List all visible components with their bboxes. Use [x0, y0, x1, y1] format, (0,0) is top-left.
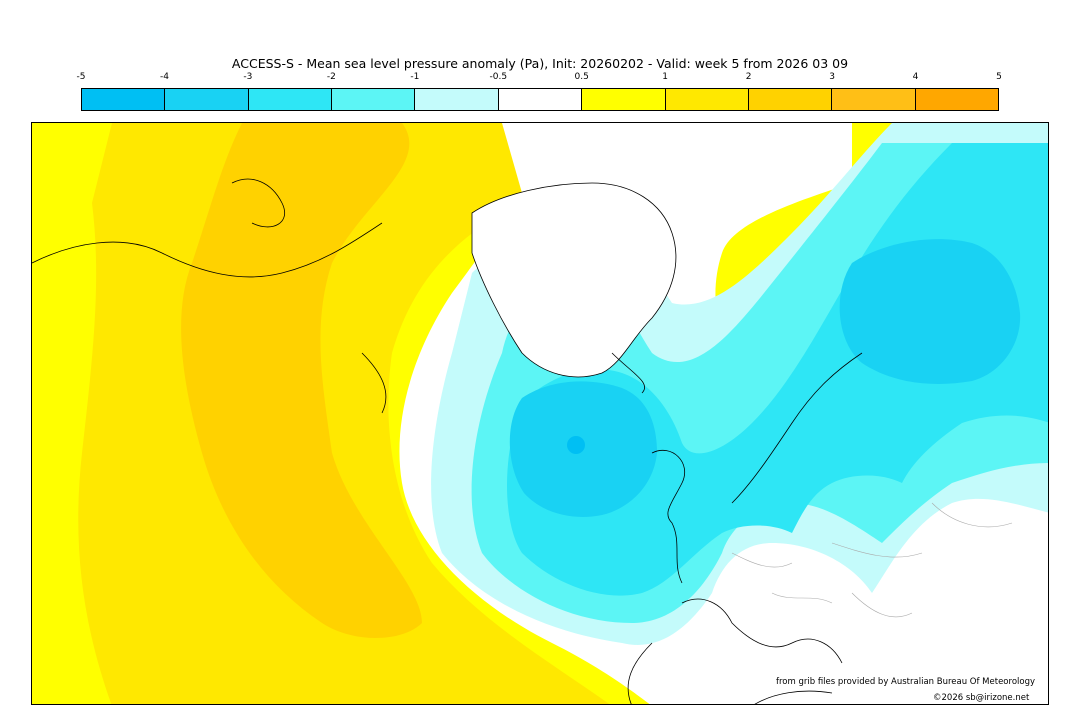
- map-canvas: [32, 123, 1048, 704]
- colorbar-tick-labels: -5 -4 -3 -2 -1 -0.5 0.5 1 2 3 4 5: [77, 72, 1002, 84]
- colorbar-segment: [582, 89, 666, 110]
- colorbar-segment: [832, 89, 916, 110]
- colorbar-segment: [748, 89, 833, 110]
- colorbar-tick: -1: [410, 72, 420, 82]
- colorbar-tick: -3: [243, 72, 253, 82]
- source-credit: from grib files provided by Australian B…: [776, 677, 1036, 687]
- colorbar-tick: 5: [996, 72, 1002, 82]
- coastlines: [32, 178, 863, 704]
- colorbar-tick: 1: [662, 72, 669, 82]
- colorbar-segment: [415, 89, 499, 110]
- colorbar-segment: [665, 89, 749, 110]
- colorbar-tick: -2: [326, 72, 336, 82]
- colorbar-segment: [82, 89, 166, 110]
- colorbar-tick: -5: [76, 72, 86, 82]
- colorbar-segment: [165, 89, 249, 110]
- field-mid-orange: [181, 123, 422, 638]
- colorbar-tick: -0.5: [489, 72, 508, 82]
- field-deep-cyan-east: [839, 239, 1021, 384]
- colorbar-tick: 4: [912, 72, 919, 82]
- colorbar-tick: 2: [745, 72, 752, 82]
- field-low-centre: [567, 436, 585, 454]
- colorbar: [81, 88, 999, 111]
- colorbar-segment: [248, 89, 333, 110]
- colorbar-segment: [915, 89, 998, 110]
- colorbar-tick: 3: [829, 72, 835, 82]
- copyright-credit: ©2026 sb@irizone.net: [933, 693, 1030, 703]
- greenland: [471, 182, 677, 378]
- country-borders: [731, 502, 1013, 618]
- colorbar-segment: [498, 89, 583, 110]
- map-title: ACCESS-S - Mean sea level pressure anoma…: [231, 56, 849, 71]
- colorbar-segment: [332, 89, 416, 110]
- anomaly-map: [31, 122, 1049, 705]
- colorbar-tick: 0.5: [574, 72, 589, 82]
- colorbar-tick: -4: [159, 72, 169, 82]
